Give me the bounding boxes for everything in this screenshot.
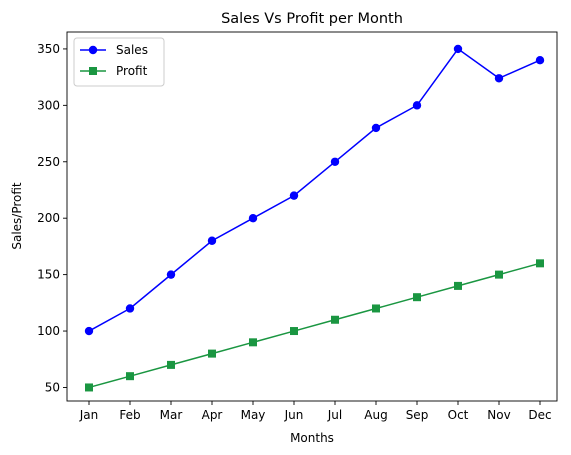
data-point-profit — [454, 281, 462, 290]
data-point-sales — [453, 44, 463, 54]
data-point-sales — [371, 123, 381, 133]
x-tick-label: Aug — [364, 408, 387, 422]
x-tick-label: Dec — [528, 408, 551, 422]
legend-marker-sales — [88, 45, 98, 55]
plot-area — [84, 44, 545, 392]
legend: Sales Profit — [73, 37, 165, 87]
y-tick-label: 250 — [37, 155, 60, 169]
data-point-sales — [412, 101, 422, 110]
data-point-sales — [535, 56, 545, 65]
data-point-sales — [248, 213, 258, 223]
x-tick-label: Jan — [79, 408, 99, 422]
y-tick-label: 150 — [37, 268, 60, 282]
data-point-profit — [372, 304, 380, 313]
x-tick-label: Mar — [160, 408, 183, 422]
x-tick-label: Nov — [487, 408, 510, 422]
x-tick-label: Jul — [327, 408, 342, 422]
plot-frame — [66, 31, 558, 402]
data-point-profit — [495, 270, 503, 279]
data-point-profit — [290, 327, 298, 336]
x-tick-label: Jun — [284, 408, 304, 422]
data-point-sales — [84, 326, 94, 336]
data-point-profit — [249, 338, 257, 347]
chart-title: Sales Vs Profit per Month — [221, 11, 403, 27]
x-axis-label: Months — [290, 431, 334, 445]
data-point-sales — [207, 236, 217, 245]
legend-marker-profit — [89, 67, 97, 75]
y-tick-label: 350 — [37, 42, 60, 56]
data-point-profit — [167, 360, 175, 369]
y-tick-label: 300 — [37, 98, 60, 112]
data-point-sales — [289, 191, 299, 200]
y-tick-label: 200 — [37, 211, 60, 225]
data-point-profit — [208, 349, 216, 358]
y-tick-label: 100 — [37, 324, 60, 338]
x-tick-label: May — [241, 408, 266, 422]
data-point-profit — [331, 315, 339, 324]
data-point-sales — [494, 74, 504, 83]
data-point-profit — [126, 372, 134, 381]
legend-label-sales: Sales — [116, 43, 148, 57]
data-point-sales — [330, 157, 340, 166]
legend-label-profit: Profit — [116, 64, 148, 78]
data-point-profit — [85, 383, 93, 392]
data-point-profit — [413, 293, 421, 302]
data-point-sales — [166, 270, 176, 279]
x-tick-label: Apr — [202, 408, 223, 422]
series-line-profit — [88, 262, 541, 389]
data-point-sales — [125, 304, 135, 313]
series-line-sales — [88, 47, 541, 332]
y-tick-label: 50 — [45, 380, 60, 394]
x-tick-label: Sep — [406, 408, 429, 422]
x-tick-label: Feb — [119, 408, 140, 422]
data-point-profit — [536, 259, 544, 268]
y-axis-label: Sales/Profit — [10, 182, 24, 250]
x-tick-label: Oct — [448, 408, 469, 422]
